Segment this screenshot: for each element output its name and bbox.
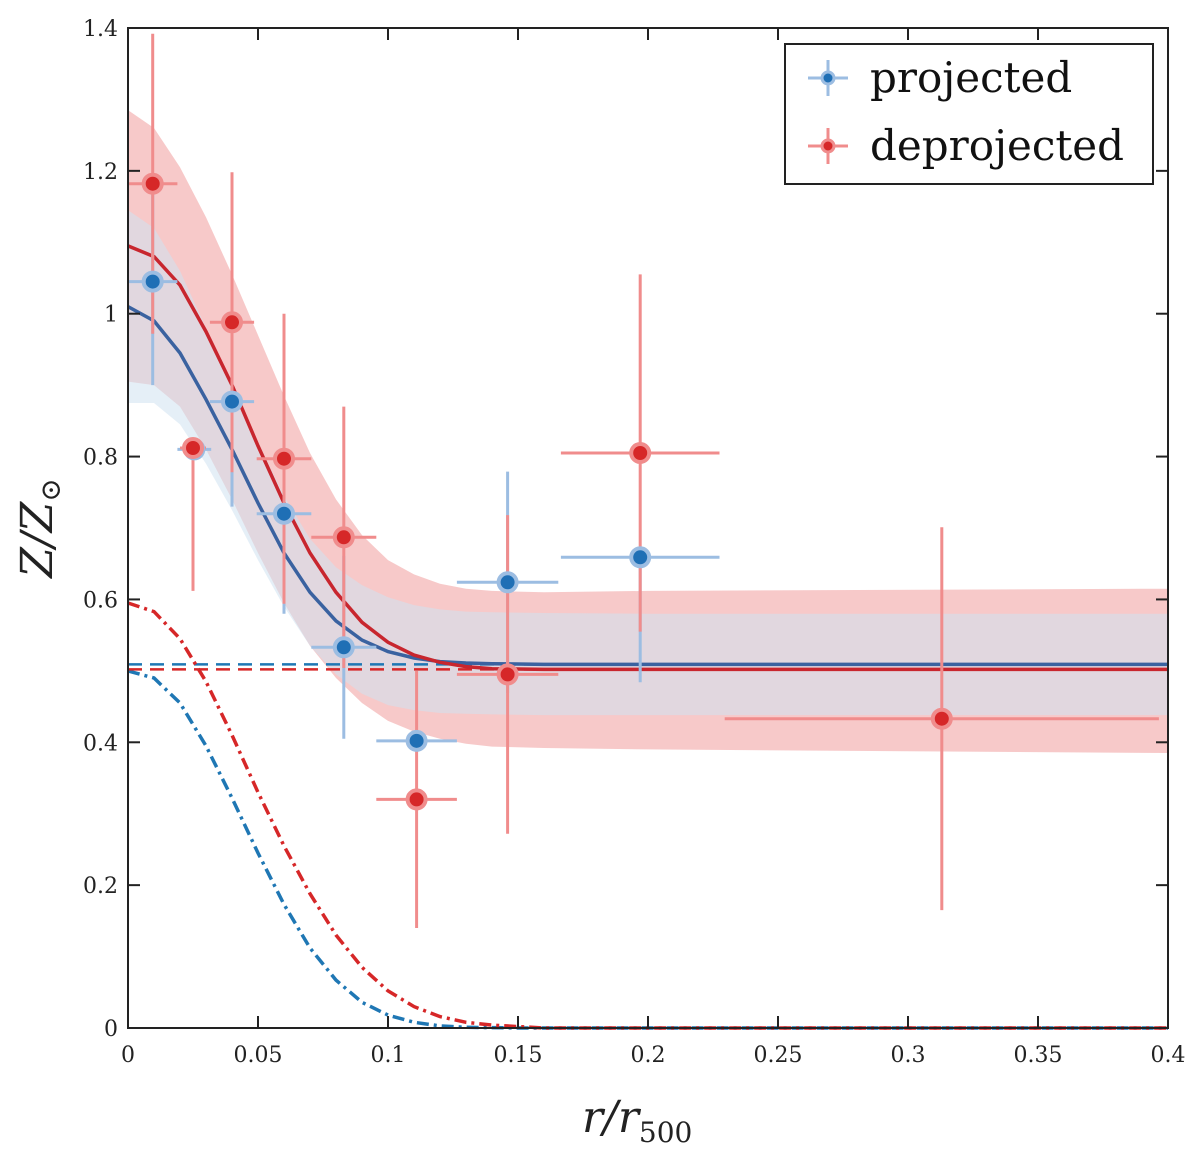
y-tick-label: 0.2 <box>83 874 118 899</box>
data-points <box>141 172 953 811</box>
deprojected-core-component-line <box>127 601 1168 1030</box>
projected-core-component-line <box>127 669 1168 1030</box>
deprojected-point-8 <box>629 442 652 464</box>
deprojected-point-7 <box>496 663 519 686</box>
projected-best-fit-line <box>127 305 1168 667</box>
x-axis-label: r/r500 <box>582 1092 692 1149</box>
legend-projected-label: projected <box>870 53 1072 102</box>
legend: projected deprojected <box>784 43 1154 185</box>
y-tick-label: 1.4 <box>83 17 118 42</box>
svg-text:r/r500: r/r500 <box>582 1092 692 1149</box>
deprojected-confidence-band <box>128 110 1168 754</box>
x-tick-label: 0.2 <box>631 1043 666 1068</box>
projected-point-7 <box>496 571 519 594</box>
legend-entry-projected: projected <box>808 53 1072 102</box>
deprojected-point-5 <box>332 526 355 549</box>
projected-point-6 <box>405 729 428 752</box>
x-tick-label: 0 <box>121 1043 135 1068</box>
deprojected-point-4 <box>273 447 295 470</box>
x-tick-label: 0.15 <box>494 1043 543 1068</box>
projected-point-8 <box>629 546 652 569</box>
projected-point-3 <box>221 390 243 413</box>
deprojected-point-1 <box>141 172 164 195</box>
legend-entry-deprojected: deprojected <box>808 121 1124 170</box>
projected-point-4 <box>273 502 295 525</box>
y-axis-label-text: Z/Z <box>12 500 63 579</box>
legend-deprojected-label: deprojected <box>870 121 1124 170</box>
x-tick-label: 0.25 <box>754 1043 803 1068</box>
x-tick-label: 0.1 <box>371 1043 406 1068</box>
x-tick-label: 0.35 <box>1014 1043 1063 1068</box>
legend-projected-marker <box>820 70 836 86</box>
y-tick-label: 0.6 <box>83 588 118 613</box>
legend-deprojected-marker <box>820 138 836 154</box>
projected-point-1 <box>141 270 164 293</box>
y-tick-label: 1 <box>104 303 118 328</box>
y-tick-label: 0.8 <box>83 446 118 471</box>
deprojected-point-9 <box>930 707 953 730</box>
legend-box <box>784 43 1154 185</box>
y-axis-label-subscript: ⊙ <box>34 478 67 501</box>
y-tick-label: 1.2 <box>83 160 118 185</box>
y-tick-label: 0 <box>104 1017 118 1042</box>
x-axis-label-text: r/r <box>582 1092 642 1143</box>
y-tick-label: 0.4 <box>83 731 118 756</box>
deprojected-point-2 <box>182 437 204 459</box>
axis-ticks: 0 0.05 0.1 0.15 0.2 0.25 0.3 0.35 0.4 0 0.2 0.4 0.6 0… <box>83 17 1186 1068</box>
deprojected-point-6 <box>405 788 428 811</box>
deprojected-point-3 <box>221 311 243 334</box>
projected-point-5 <box>332 636 355 659</box>
x-tick-label: 0.05 <box>234 1043 283 1068</box>
y-axis-label: Z/Z⊙ <box>12 478 67 579</box>
x-tick-label: 0.4 <box>1151 1043 1186 1068</box>
svg-text:Z/Z⊙: Z/Z⊙ <box>12 478 67 579</box>
x-tick-label: 0.3 <box>891 1043 926 1068</box>
x-axis-label-subscript: 500 <box>639 1116 692 1149</box>
